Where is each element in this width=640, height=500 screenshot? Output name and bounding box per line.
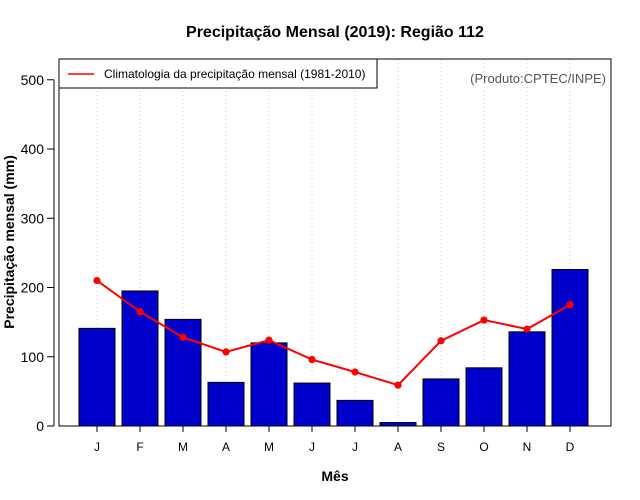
x-axis-label: Mês — [321, 468, 348, 484]
climatology-point-12 — [566, 301, 574, 309]
y-tick-label: 200 — [21, 280, 45, 296]
climatology-point-10 — [480, 316, 488, 324]
climatology-point-7 — [351, 368, 359, 376]
bar-5 — [250, 342, 288, 427]
bar-7 — [336, 399, 374, 427]
legend: Climatologia da precipitação mensal (198… — [58, 58, 378, 89]
x-tick-label: F — [136, 440, 143, 454]
climatology-point-9 — [437, 337, 445, 345]
x-tick-label: M — [264, 440, 274, 454]
climatology-point-2 — [136, 308, 144, 316]
product-annotation: (Produto:CPTEC/INPE) — [470, 71, 606, 86]
x-tick-label: M — [178, 440, 188, 454]
bar-11 — [508, 331, 546, 427]
climatology-point-8 — [394, 381, 402, 389]
y-tick-label: 0 — [36, 418, 44, 434]
x-tick-label: J — [352, 440, 358, 454]
climatology-point-5 — [265, 336, 273, 344]
climatology-point-6 — [308, 355, 316, 364]
bar-9 — [422, 378, 460, 427]
x-tick-label: J — [309, 440, 315, 454]
bars — [78, 269, 589, 427]
x-tick-label: J — [94, 440, 100, 454]
x-tick-label: O — [479, 440, 488, 454]
y-tick-label: 400 — [21, 141, 45, 157]
x-tick-label: S — [437, 440, 445, 454]
climatology-point-11 — [523, 325, 531, 333]
legend-box — [58, 58, 378, 89]
y-axis: 0 100 200 300 400 500 — [21, 72, 55, 434]
bar-1 — [78, 327, 116, 427]
x-tick-label: A — [394, 440, 402, 454]
bar-4 — [207, 381, 245, 427]
climatology-series — [93, 276, 574, 389]
y-tick-label: 300 — [21, 210, 45, 226]
climatology-point-3 — [179, 333, 187, 341]
y-tick-label: 500 — [21, 72, 45, 88]
y-tick-label: 100 — [21, 349, 45, 365]
climatology-point-4 — [222, 348, 230, 356]
x-tick-label: N — [523, 440, 532, 454]
legend-label: Climatologia da precipitação mensal (198… — [104, 67, 365, 81]
bar-12 — [551, 269, 589, 427]
bar-6 — [293, 382, 331, 427]
climatology-line — [96, 279, 571, 387]
x-tick-label: A — [222, 440, 230, 454]
bar-10 — [465, 367, 503, 427]
bar-8 — [379, 422, 417, 427]
climatology-point-1 — [93, 276, 101, 285]
y-axis-label: Precipitação mensal (mm) — [1, 155, 17, 329]
chart-title: Precipitação Mensal (2019): Região 112 — [186, 24, 484, 41]
x-tick-label: D — [566, 440, 575, 454]
